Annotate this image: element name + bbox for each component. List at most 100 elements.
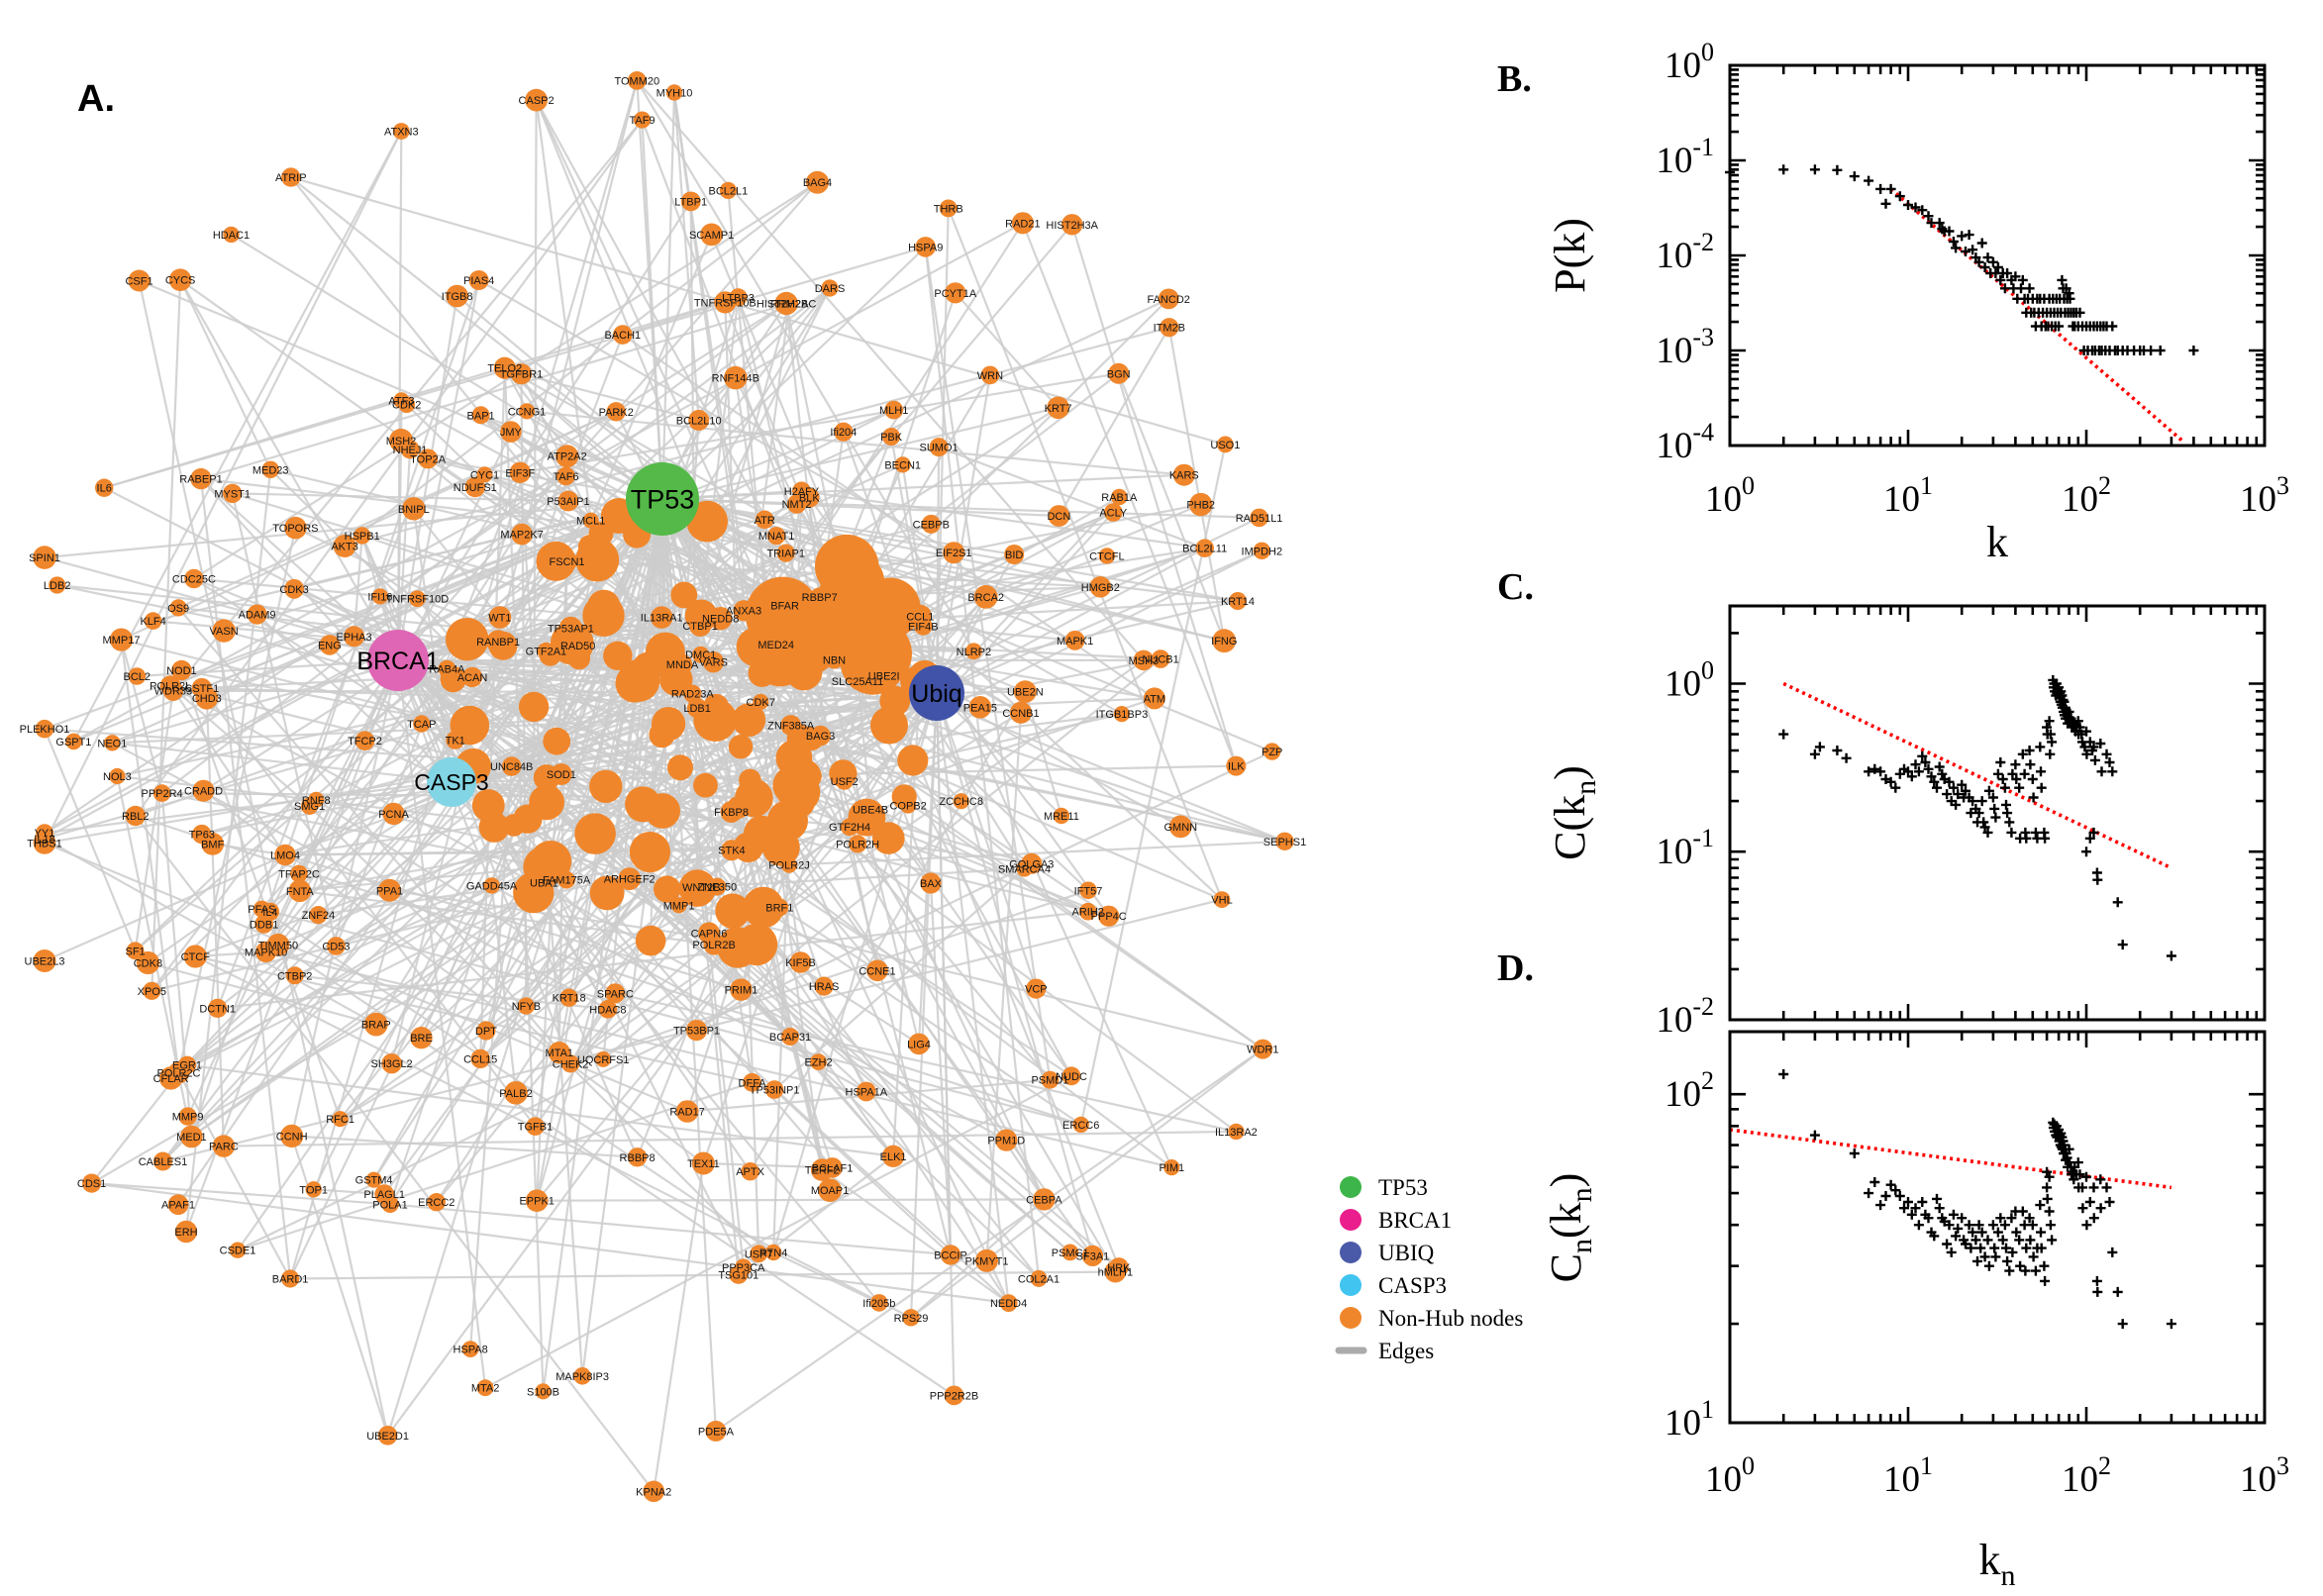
network-node [973, 585, 998, 609]
network-node-label: BRCA2 [967, 592, 1004, 604]
network-node-label: HIST2H3A [1046, 220, 1098, 232]
network-node-label: ATR [755, 515, 775, 527]
network-node-label: UBE2D1 [366, 1431, 409, 1443]
network-node [675, 1100, 699, 1123]
panel-c-label: C. [1497, 566, 1534, 608]
network-node [548, 1042, 570, 1064]
network-node [1104, 503, 1123, 522]
network-node-label: MTA2 [471, 1383, 500, 1395]
fit-line [1729, 1128, 2172, 1190]
network-node [1275, 832, 1294, 850]
tick-label: 102 [2062, 471, 2111, 520]
axis-ticks [1728, 1032, 2267, 1425]
network-node-label: MMP17 [103, 635, 141, 647]
axis-ticks [1728, 606, 2267, 1022]
network-node-label: ELK1 [880, 1151, 907, 1163]
network-node [685, 1020, 708, 1042]
network-node [743, 1072, 761, 1092]
network-node-label: CSF1 [125, 276, 152, 288]
network-node [382, 802, 405, 826]
network-node-label: TOMM20 [614, 75, 659, 87]
network-node [333, 535, 356, 557]
network-node [261, 460, 279, 478]
plot-frame [1728, 1030, 2267, 1425]
network-node [300, 797, 319, 815]
network-node-label: TCAP [407, 719, 436, 731]
network-node-label: CDS1 [77, 1178, 106, 1190]
network-node [354, 731, 375, 750]
network-node-label: DDB1 [250, 919, 278, 931]
network-node [884, 400, 904, 420]
network-node-label: SOD1 [547, 769, 576, 781]
network-node-label: RPS29 [894, 1313, 929, 1325]
network-node-label: EIF3F [505, 467, 535, 479]
hub-node-casp3 [427, 757, 476, 807]
network-node-label: RNF8 [302, 795, 331, 807]
network-node [1061, 1244, 1079, 1261]
network-node-label: BLK [799, 493, 820, 505]
network-node [178, 1107, 197, 1126]
network-node [476, 1021, 496, 1041]
network-node [643, 1480, 664, 1503]
network-node [1172, 463, 1195, 486]
network-node [525, 1189, 549, 1212]
network-node-label: ACAN [457, 672, 488, 684]
network-node-label: SUMO1 [920, 443, 959, 454]
network-node [104, 735, 121, 751]
network-node-label: ATRIP [275, 172, 307, 184]
network-node-label: MNDA [666, 659, 699, 671]
network-node-label: BCAP31 [769, 1032, 811, 1044]
network-node-label: MED24 [758, 640, 794, 651]
network-node [309, 906, 328, 925]
network-node-label: TERF2 [805, 1165, 840, 1177]
network-node-label: GTF2H4 [829, 822, 870, 834]
network-node-label: CRADD [184, 786, 223, 798]
network-node-label: VHL [1211, 895, 1232, 907]
legend-label: BRCA1 [1378, 1208, 1452, 1233]
network-node [529, 784, 564, 821]
network-node-label: TNFRSF10D [386, 594, 450, 606]
network-node [665, 84, 683, 101]
network-node-label: UBE4B [853, 805, 888, 817]
network-node [556, 466, 575, 486]
network-node-label: WRN [977, 370, 1003, 382]
network-node-label: RAB1A [1101, 492, 1138, 504]
network-node-label: IL18 [34, 834, 54, 846]
hub-node-ubiq [909, 665, 964, 721]
network-node-label: APTX [736, 1166, 764, 1178]
network-node-label: JMY [500, 427, 523, 439]
network-node-label: hMLH1 [1098, 1267, 1133, 1279]
network-node-label: GMNN [1163, 822, 1197, 834]
network-node-label: POLR2C [156, 1068, 200, 1080]
network-node [700, 223, 723, 247]
network-node [670, 897, 687, 914]
network-node [1064, 630, 1085, 650]
network-node [446, 618, 489, 661]
network-node [724, 365, 748, 390]
network-node-label: ZCCHC8 [939, 796, 983, 808]
network-node [1098, 548, 1116, 564]
network-node-label: MAP2K7 [500, 530, 543, 542]
network-node-label: PPM1D [987, 1136, 1025, 1147]
network-node [897, 745, 929, 776]
network-node [652, 707, 686, 742]
network-node [1195, 539, 1214, 557]
network-node [776, 544, 795, 562]
network-node [598, 1000, 618, 1019]
network-node-label: NMT2 [782, 499, 812, 511]
network-node-label: SMG1 [294, 801, 325, 813]
network-node [693, 772, 718, 798]
network-node-label: BCL2L10 [676, 415, 722, 427]
network-node-label: DCTN1 [199, 1003, 236, 1015]
network-node-label: CDK8 [134, 958, 162, 970]
network-node [285, 966, 304, 985]
network-node-label: ZNF24 [302, 910, 336, 922]
network-node-label: RFC1 [326, 1114, 354, 1126]
network-node [975, 1248, 998, 1272]
network-node-label: BARD1 [272, 1274, 309, 1286]
network-node [615, 663, 655, 703]
network-node [1047, 396, 1069, 420]
network-node-label: PPP2R2B [930, 1390, 979, 1402]
network-node [533, 764, 560, 791]
